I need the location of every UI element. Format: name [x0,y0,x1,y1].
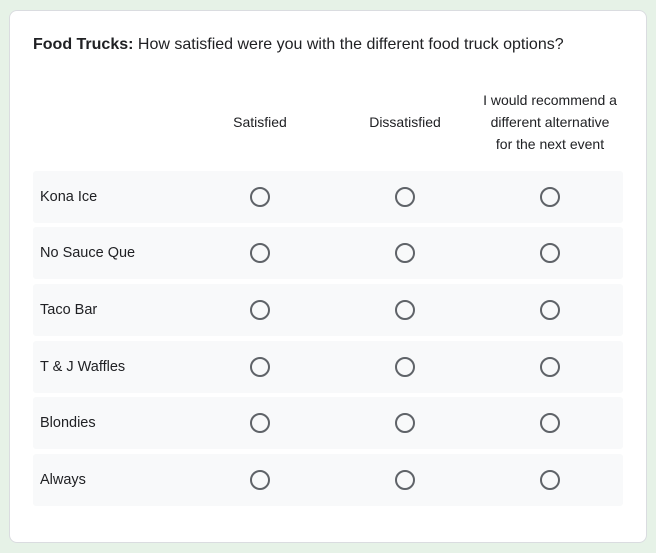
question-text: How satisfied were you with the differen… [137,36,564,53]
radio-button[interactable] [250,413,270,433]
column-header: Dissatisfied [369,114,441,130]
radio-button[interactable] [250,187,270,207]
radio-button[interactable] [540,300,560,320]
radio-button[interactable] [395,357,415,377]
row-label: Kona Ice [40,189,98,205]
row-label: T & J Waffles [40,359,126,375]
column-header: I would recommend a different alternativ… [483,92,617,152]
radio-button[interactable] [250,300,270,320]
radio-button[interactable] [395,300,415,320]
radio-button[interactable] [540,470,560,490]
column-header: Satisfied [233,114,287,130]
row-label: No Sauce Que [40,245,136,261]
radio-button[interactable] [395,243,415,263]
radio-button[interactable] [540,187,560,207]
grid-row: Taco Bar [33,284,623,336]
radio-button[interactable] [540,413,560,433]
grid-row: Always [33,454,623,506]
row-label: Blondies [40,415,96,431]
row-label: Taco Bar [40,302,98,318]
grid-row: T & J Waffles [33,341,623,393]
grid-row: No Sauce Que [33,227,623,279]
question-title: Food Trucks: How satisfied were you with… [33,36,564,54]
radio-button[interactable] [540,357,560,377]
radio-button[interactable] [395,413,415,433]
radio-button[interactable] [250,357,270,377]
radio-button[interactable] [395,187,415,207]
grid-row: Kona Ice [33,171,623,223]
grid-row: Blondies [33,397,623,449]
radio-button[interactable] [250,470,270,490]
radio-button[interactable] [395,470,415,490]
radio-button[interactable] [250,243,270,263]
radio-button[interactable] [540,243,560,263]
question-card: Food Trucks: How satisfied were you with… [9,10,647,543]
question-label: Food Trucks: [33,36,134,53]
row-label: Always [40,472,86,488]
